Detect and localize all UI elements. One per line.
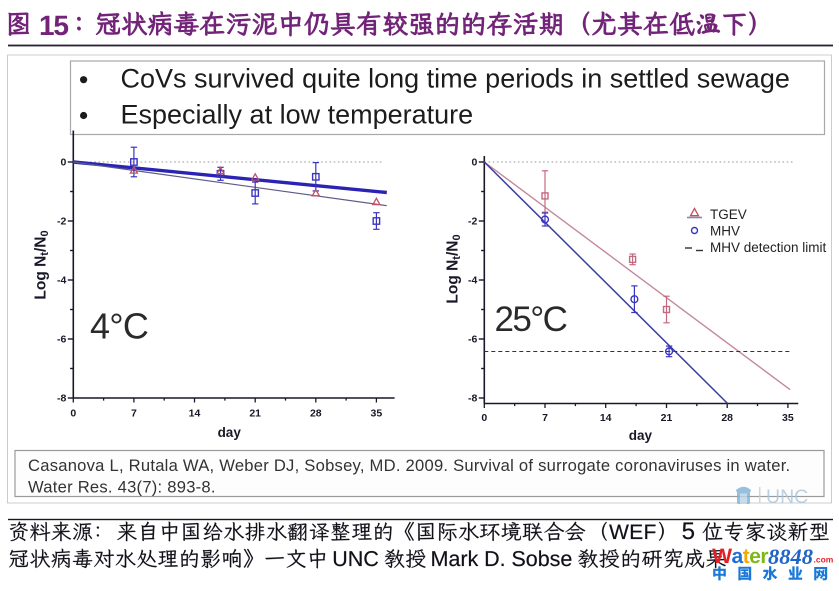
svg-text:0: 0 <box>70 408 76 420</box>
svg-text:Log Nt/N0: Log Nt/N0 <box>33 230 52 299</box>
svg-text:14: 14 <box>189 408 201 420</box>
svg-text:35: 35 <box>782 412 794 424</box>
svg-text:TGEV: TGEV <box>710 207 747 222</box>
svg-text:8848: 8848 <box>768 544 813 569</box>
svg-text:0: 0 <box>481 412 487 424</box>
svg-text:Log Nt/N0: Log Nt/N0 <box>445 234 464 303</box>
svg-text:35: 35 <box>371 408 383 420</box>
svg-text:MHV: MHV <box>710 224 740 239</box>
svg-text:14: 14 <box>600 412 612 424</box>
svg-text:25°C: 25°C <box>495 300 567 339</box>
svg-text:-4: -4 <box>468 275 477 287</box>
svg-text:MHV detection limit: MHV detection limit <box>710 240 827 255</box>
svg-text:28: 28 <box>310 408 322 420</box>
svg-text:7: 7 <box>542 412 548 424</box>
svg-text:Water Res. 43(7): 893-8.: Water Res. 43(7): 893-8. <box>28 478 216 497</box>
svg-text:-8: -8 <box>468 393 477 405</box>
svg-text:28: 28 <box>721 412 733 424</box>
svg-text:-2: -2 <box>468 216 477 228</box>
svg-text:day: day <box>629 428 653 443</box>
svg-text:-8: -8 <box>57 393 66 405</box>
svg-text:7: 7 <box>131 408 137 420</box>
svg-text:-4: -4 <box>57 275 66 287</box>
svg-text:4°C: 4°C <box>90 306 148 347</box>
svg-text:-2: -2 <box>57 216 66 228</box>
svg-text:day: day <box>218 425 242 440</box>
svg-text:CoVs survived quite long time: CoVs survived quite long time periods in… <box>121 64 790 94</box>
svg-text:21: 21 <box>661 412 673 424</box>
svg-text:21: 21 <box>249 408 261 420</box>
svg-text:-6: -6 <box>57 334 66 346</box>
svg-text:0: 0 <box>471 157 477 169</box>
svg-text:Casanova L, Rutala WA, Weber D: Casanova L, Rutala WA, Weber DJ, Sobsey,… <box>28 456 790 475</box>
svg-text:.com: .com <box>814 555 834 565</box>
svg-text:0: 0 <box>60 157 66 169</box>
svg-text:-6: -6 <box>468 334 477 346</box>
svg-text:UNC: UNC <box>766 486 808 508</box>
svg-text:Especially at low temperature: Especially at low temperature <box>121 99 474 129</box>
